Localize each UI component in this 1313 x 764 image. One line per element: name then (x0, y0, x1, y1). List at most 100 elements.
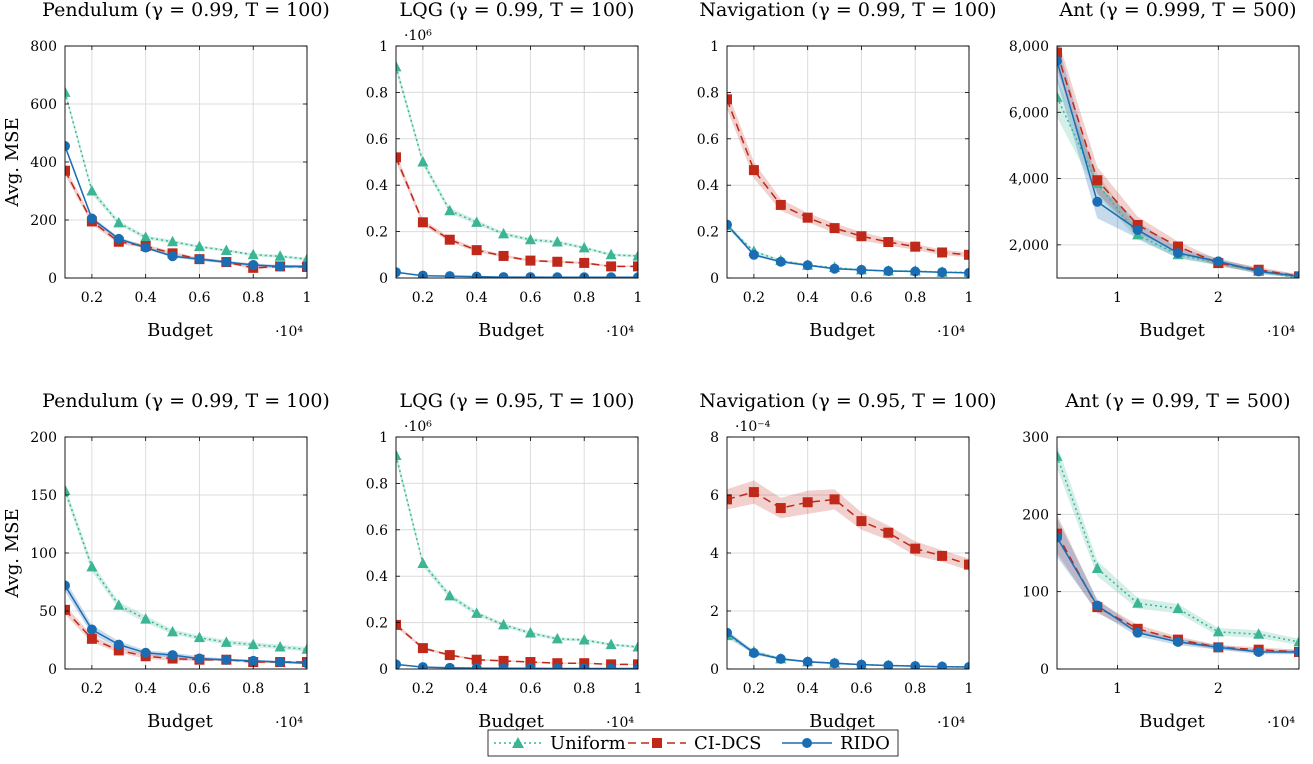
point-cidcs (417, 217, 428, 228)
point-rido (1253, 646, 1264, 657)
chart-title: Ant (γ = 0.999, T = 500) (1058, 0, 1296, 21)
point-uniform (524, 627, 536, 638)
y-tick-label: 0.6 (366, 523, 388, 539)
chart-title: Navigation (γ = 0.95, T = 100) (699, 390, 996, 412)
point-rido (829, 658, 840, 669)
point-uniform (1132, 597, 1144, 608)
x-axis-multiplier: ·10⁴ (606, 715, 634, 731)
point-cidcs (883, 527, 894, 538)
point-rido (802, 656, 813, 667)
point-rido (633, 663, 638, 669)
series-line-rido (65, 145, 307, 268)
point-cidcs (498, 250, 509, 261)
confidence-band-cidcs (727, 480, 969, 571)
point-cidcs (552, 658, 563, 669)
x-tick-label: 1 (1113, 290, 1122, 306)
point-uniform (1172, 602, 1184, 614)
y-tick-label: 0 (710, 662, 719, 678)
x-tick-label: 0.2 (81, 681, 103, 697)
chart-title: Navigation (γ = 0.99, T = 100) (699, 0, 996, 21)
y-tick-label: 1 (379, 430, 388, 446)
point-uniform (396, 449, 402, 461)
point-rido (1294, 646, 1299, 657)
x-tick-label: 0.4 (466, 681, 488, 697)
point-rido (275, 657, 286, 668)
y-tick-label: 2 (710, 604, 719, 620)
point-rido (1132, 224, 1143, 235)
point-rido (552, 663, 563, 669)
y-tick-label: 0 (379, 662, 388, 678)
x-axis-label: Budget (1139, 320, 1206, 341)
y-tick-label: 0.8 (366, 85, 388, 101)
point-rido (221, 257, 232, 268)
confidence-band-rido (1057, 46, 1299, 278)
point-rido (1057, 55, 1062, 66)
point-rido (65, 580, 70, 591)
point-rido (883, 660, 894, 669)
y-tick-label: 0 (710, 271, 719, 287)
point-cidcs (910, 543, 921, 554)
chart-panel-6: LQG (γ = 0.95, T = 100) 0.2 0.4 0.6 0.8 1 0 0.2… (366, 390, 643, 732)
legend-item-uniform: Uniform (494, 733, 626, 754)
series-line-uniform (65, 490, 307, 651)
point-cidcs (606, 261, 617, 272)
legend-cidcs-marker (652, 738, 662, 748)
series-line-rido (396, 663, 638, 669)
x-tick-label: 0.4 (135, 290, 157, 306)
plot-area (1057, 46, 1299, 278)
point-uniform (247, 638, 259, 650)
series-line-cidcs (396, 157, 638, 268)
point-rido (937, 661, 948, 669)
point-rido (727, 627, 732, 638)
axis-frame (395, 45, 639, 279)
point-rido (964, 661, 969, 669)
x-tick-label: 0.2 (412, 290, 434, 306)
point-rido (140, 647, 151, 658)
point-cidcs (937, 247, 948, 258)
y-tick-label: 8,000 (1009, 39, 1049, 55)
x-tick-label: 0.8 (573, 290, 595, 306)
chart-panel-2: LQG (γ = 0.99, T = 100) 0.2 0.4 0.6 0.8 1 0 0.2… (366, 0, 643, 341)
point-rido (275, 261, 286, 272)
legend-rido-label: RIDO (840, 733, 890, 754)
series-line-cidcs (727, 99, 969, 256)
confidence-band-cidcs (65, 166, 307, 270)
point-rido (65, 141, 70, 152)
point-rido (1213, 642, 1224, 653)
plot-area (396, 60, 638, 278)
axis-frame (395, 436, 639, 670)
x-tick-label: 0.4 (797, 681, 819, 697)
point-rido (937, 267, 948, 278)
point-rido (775, 653, 786, 664)
y-tick-label: 0 (1040, 662, 1049, 678)
point-cidcs (964, 249, 969, 260)
point-rido (1253, 266, 1264, 277)
point-rido (727, 219, 732, 230)
y-axis-label: Avg. MSE (2, 117, 23, 207)
point-cidcs (748, 165, 759, 176)
point-uniform (396, 60, 402, 72)
point-uniform (417, 557, 429, 568)
chart-title: LQG (γ = 0.99, T = 100) (400, 0, 635, 21)
plot-area (396, 449, 638, 669)
point-cidcs (471, 654, 482, 665)
series-line-rido (727, 632, 969, 668)
point-rido (167, 251, 178, 262)
y-tick-label: 0.8 (697, 85, 719, 101)
point-rido (748, 249, 759, 260)
x-tick-label: 0.8 (573, 681, 595, 697)
legend: Uniform CI-DCS RIDO (487, 729, 899, 757)
point-uniform (193, 631, 205, 643)
chart-title: Ant (γ = 0.99, T = 500) (1064, 390, 1290, 412)
y-tick-label: 300 (1022, 430, 1049, 446)
point-cidcs (775, 199, 786, 210)
chart-title: Pendulum (γ = 0.99, T = 100) (42, 0, 330, 21)
point-rido (302, 261, 307, 272)
point-rido (775, 256, 786, 267)
point-uniform (605, 248, 617, 260)
point-cidcs (633, 261, 638, 272)
x-axis-multiplier: ·10⁴ (937, 715, 965, 731)
point-rido (910, 266, 921, 277)
y-axis-multiplier: ·10⁻⁴ (735, 419, 771, 435)
